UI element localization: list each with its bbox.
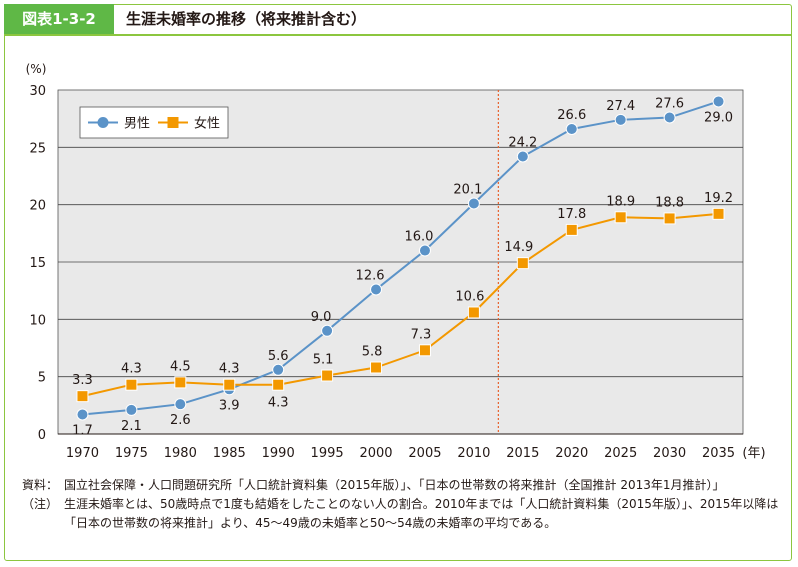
male-point xyxy=(712,95,725,108)
male-data-label: 12.6 xyxy=(356,269,385,284)
x-tick-label: 1980 xyxy=(164,446,197,461)
source-tag: 資料： xyxy=(22,478,59,492)
x-tick-label: 1985 xyxy=(213,446,246,461)
female-point xyxy=(125,378,138,391)
female-data-label: 14.9 xyxy=(504,240,533,255)
x-axis-unit: (年) xyxy=(742,446,765,461)
female-data-label: 3.3 xyxy=(72,373,93,388)
y-tick-label: 5 xyxy=(38,371,46,386)
legend-male-label: 男性 xyxy=(124,117,150,132)
female-point xyxy=(663,212,676,225)
female-data-label: 5.1 xyxy=(313,353,334,368)
male-point xyxy=(76,408,89,421)
male-data-label: 5.6 xyxy=(268,349,289,364)
female-point xyxy=(223,378,236,391)
male-point xyxy=(418,244,431,257)
x-tick-label: 1970 xyxy=(66,446,99,461)
y-tick-label: 15 xyxy=(29,256,46,271)
x-tick-label: 2010 xyxy=(457,446,490,461)
male-data-label: 24.2 xyxy=(508,136,537,151)
female-point xyxy=(321,369,334,382)
male-data-label: 2.1 xyxy=(121,419,142,434)
x-tick-label: 1990 xyxy=(262,446,295,461)
male-data-label: 27.6 xyxy=(655,97,684,112)
male-data-label: 29.0 xyxy=(704,110,733,125)
male-point xyxy=(321,324,334,337)
legend-female-marker xyxy=(167,117,179,128)
notes: 資料： 国立社会保障・人口問題研究所「人口統計資料集（2015年版）」、「日本の… xyxy=(22,476,782,533)
chart-title: 生涯未婚率の推移（将来推計含む） xyxy=(126,10,367,28)
female-point xyxy=(272,378,285,391)
female-data-label: 4.3 xyxy=(121,362,142,377)
figure-frame xyxy=(4,4,792,561)
male-data-label: 3.9 xyxy=(219,398,240,413)
y-tick-label: 10 xyxy=(29,313,46,328)
female-point xyxy=(174,376,187,389)
series-line-male xyxy=(82,100,719,416)
x-tick-label: 2015 xyxy=(506,446,539,461)
female-data-label: 17.8 xyxy=(557,207,586,222)
x-tick-label: 1975 xyxy=(115,446,148,461)
male-data-label: 1.7 xyxy=(72,424,93,439)
female-point xyxy=(418,344,431,357)
female-data-label: 19.2 xyxy=(704,191,733,206)
x-tick-label: 2030 xyxy=(653,446,686,461)
x-tick-label: 2025 xyxy=(604,446,637,461)
x-tick-label: 2005 xyxy=(408,446,441,461)
male-point xyxy=(614,113,627,126)
male-point xyxy=(125,403,138,416)
female-point xyxy=(467,306,480,319)
y-tick-label: 0 xyxy=(38,428,46,443)
series-line-female xyxy=(82,212,719,398)
female-data-label: 10.6 xyxy=(455,289,484,304)
female-point xyxy=(614,211,627,224)
note-tag: （注） xyxy=(22,497,59,511)
source-text: 国立社会保障・人口問題研究所「人口統計資料集（2015年版）」、「日本の世帯数の… xyxy=(64,478,725,492)
male-point xyxy=(516,150,529,163)
female-point xyxy=(712,207,725,220)
female-data-label: 4.3 xyxy=(268,396,289,411)
source-note: 資料： 国立社会保障・人口問題研究所「人口統計資料集（2015年版）」、「日本の… xyxy=(22,476,782,495)
female-data-label: 5.8 xyxy=(362,344,383,359)
legend-male-marker xyxy=(97,117,109,128)
legend-female-label: 女性 xyxy=(194,116,220,132)
male-point xyxy=(565,122,578,135)
x-tick-label: 2000 xyxy=(359,446,392,461)
male-data-label: 26.6 xyxy=(557,108,586,123)
figure-label: 図表1-3-2 xyxy=(4,4,114,34)
male-data-label: 16.0 xyxy=(404,230,433,245)
male-point xyxy=(467,197,480,210)
female-data-label: 18.8 xyxy=(655,195,684,210)
y-axis-unit: (%) xyxy=(26,62,47,76)
figure-header: 図表1-3-2 生涯未婚率の推移（将来推計含む） xyxy=(4,4,792,36)
x-tick-label: 2035 xyxy=(702,446,735,461)
definition-note: （注） 生涯未婚率とは、50歳時点で1度も結婚をしたことのない人の割合。2010… xyxy=(22,495,782,533)
female-data-label: 18.9 xyxy=(606,194,635,209)
male-point xyxy=(174,398,187,411)
y-tick-label: 30 xyxy=(29,84,46,99)
female-point xyxy=(76,390,89,403)
female-point xyxy=(565,223,578,236)
female-data-label: 7.3 xyxy=(411,327,432,342)
female-point xyxy=(516,257,529,270)
female-data-label: 4.3 xyxy=(219,362,240,377)
y-tick-label: 25 xyxy=(29,141,46,156)
male-data-label: 27.4 xyxy=(606,99,635,114)
male-data-label: 20.1 xyxy=(453,183,482,198)
note-text: 生涯未婚率とは、50歳時点で1度も結婚をしたことのない人の割合。2010年までは… xyxy=(64,497,779,530)
female-point xyxy=(370,361,383,374)
y-tick-label: 20 xyxy=(29,199,46,214)
male-point xyxy=(272,363,285,376)
male-point xyxy=(663,111,676,124)
male-data-label: 9.0 xyxy=(311,310,332,325)
male-point xyxy=(370,283,383,296)
x-tick-label: 1995 xyxy=(311,446,344,461)
female-data-label: 4.5 xyxy=(170,359,191,374)
male-data-label: 2.6 xyxy=(170,413,191,428)
x-tick-label: 2020 xyxy=(555,446,588,461)
